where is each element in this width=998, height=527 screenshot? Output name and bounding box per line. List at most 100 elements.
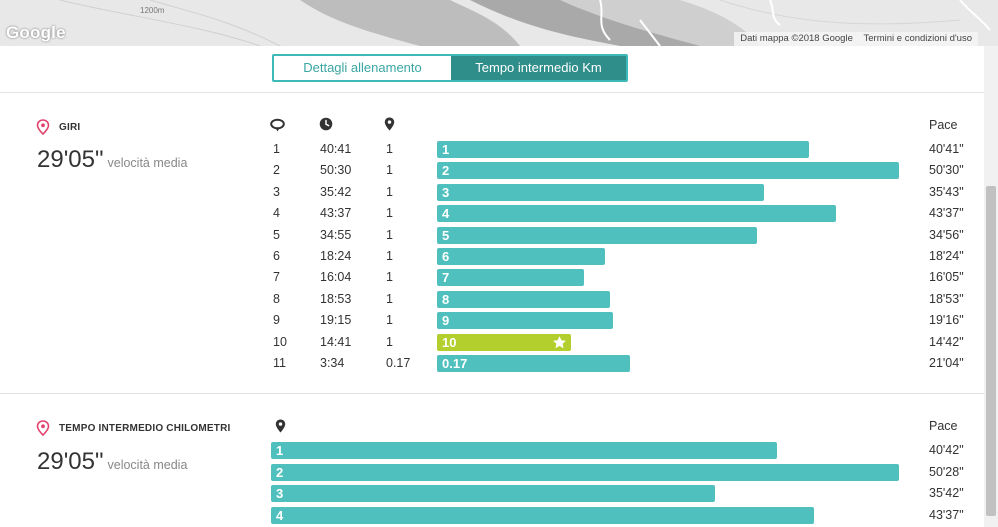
pace-bar: 8 <box>437 290 610 308</box>
km-splits-average: 29'05" velocità media <box>37 448 187 476</box>
lap-time: 40:41 <box>320 142 352 156</box>
table-row: 4 43'37" <box>0 505 984 526</box>
pace-bar: 7 <box>437 269 584 287</box>
lap-pace: 16'05" <box>929 270 964 285</box>
km-pace: 50'28" <box>929 464 964 479</box>
pace-bar: 10 <box>437 333 571 351</box>
table-row: 8 18:53 1 8 18'53" <box>0 289 984 310</box>
pace-bar: 4 <box>437 205 836 223</box>
table-row: 6 18:24 1 6 18'24" <box>0 246 984 267</box>
lap-number: 4 <box>273 206 280 221</box>
pace-bar: 3 <box>437 183 764 201</box>
lap-pace: 18'24" <box>929 249 964 263</box>
pace-bar: 0.17 <box>437 355 630 372</box>
table-row: 1 40'42" <box>0 440 984 461</box>
google-logo: Google <box>6 23 66 42</box>
pace-bar-label: 1 <box>442 142 450 157</box>
pace-bar-label: 4 <box>276 507 284 523</box>
pace-bar-label: 3 <box>276 486 284 501</box>
lap-time: 50:30 <box>320 163 352 178</box>
lap-time: 3:34 <box>320 356 345 370</box>
laps-average: 29'05" velocità media <box>37 146 187 174</box>
lap-distance: 1 <box>386 270 393 285</box>
lap-time: 18:24 <box>320 249 352 263</box>
table-row: 3 35'42" <box>0 483 984 504</box>
clock-icon <box>319 117 333 131</box>
lap-pace: 21'04" <box>929 356 964 370</box>
lap-time: 18:53 <box>320 291 352 306</box>
lap-number: 11 <box>273 356 286 370</box>
page-scrollbar[interactable] <box>984 46 998 527</box>
lap-time: 16:04 <box>320 270 352 285</box>
km-pace: 35'42" <box>929 486 964 500</box>
pace-bar: 6 <box>437 248 605 265</box>
scrollbar-thumb[interactable] <box>986 186 996 516</box>
pace-bar: 2 <box>271 463 899 481</box>
laps-header: GIRI <box>36 119 80 135</box>
lap-pace: 50'30" <box>929 163 964 178</box>
km-pace: 43'37" <box>929 507 964 522</box>
map-attribution: Dati mappa ©2018 Google Termini e condiz… <box>734 32 978 46</box>
table-row: 7 16:04 1 7 16'05" <box>0 267 984 288</box>
tab-km-splits[interactable]: Tempo intermedio Km <box>451 56 626 80</box>
lap-pace: 34'56" <box>929 227 964 242</box>
average-pace-label: velocità media <box>107 458 188 472</box>
pace-bar: 2 <box>437 162 899 180</box>
pace-bar-label: 2 <box>276 464 284 480</box>
average-pace-value: 29'05" <box>37 146 104 173</box>
pace-bar-label: 6 <box>442 249 450 264</box>
pace-bar: 1 <box>271 442 777 459</box>
lap-number: 1 <box>273 142 280 156</box>
km-splits-title: TEMPO INTERMEDIO CHILOMETRI <box>59 422 231 434</box>
location-pin-icon <box>36 119 50 135</box>
pace-bar: 9 <box>437 312 613 330</box>
km-splits-header: TEMPO INTERMEDIO CHILOMETRI <box>36 420 231 436</box>
lap-number: 7 <box>273 270 280 285</box>
best-lap-star-icon <box>552 335 567 350</box>
pace-bar-label: 9 <box>442 313 450 329</box>
lap-time: 35:42 <box>320 184 352 199</box>
table-row: 4 43:37 1 4 43'37" <box>0 203 984 224</box>
map-terrain <box>0 0 998 46</box>
map-altitude-label: 1200m <box>140 6 165 15</box>
lap-number: 8 <box>273 291 280 306</box>
pace-bar-label: 3 <box>442 184 450 200</box>
divider <box>0 393 984 394</box>
lap-pace: 18'53" <box>929 291 964 306</box>
lap-pace: 35'43" <box>929 184 964 199</box>
average-pace-value: 29'05" <box>37 448 104 475</box>
table-row: 2 50'28" <box>0 462 984 483</box>
lap-number: 2 <box>273 163 280 178</box>
lap-distance: 1 <box>386 163 393 178</box>
table-row: 2 50:30 1 2 50'30" <box>0 160 984 181</box>
pace-bar: 1 <box>437 141 809 158</box>
table-row: 5 34:55 1 5 34'56" <box>0 225 984 246</box>
lap-pace: 40'41" <box>929 142 964 156</box>
lap-distance: 1 <box>386 227 393 242</box>
tab-workout-details[interactable]: Dettagli allenamento <box>274 56 451 80</box>
lap-time: 43:37 <box>320 206 352 221</box>
lap-number: 6 <box>273 249 280 263</box>
lap-distance: 1 <box>386 184 393 199</box>
divider <box>0 92 984 93</box>
table-row: 3 35:42 1 3 35'43" <box>0 182 984 203</box>
table-row: 10 14:41 1 10 14'42" <box>0 332 984 353</box>
pace-bar-label: 10 <box>442 334 457 350</box>
laps-title: GIRI <box>59 121 81 133</box>
pace-bar-label: 5 <box>442 227 450 243</box>
table-row: 9 19:15 1 9 19'16" <box>0 310 984 331</box>
lap-pace: 14'42" <box>929 334 964 349</box>
km-pace: 40'42" <box>929 443 964 457</box>
map-terms-link[interactable]: Termini e condizioni d'uso <box>863 33 972 44</box>
lap-time: 14:41 <box>320 334 352 349</box>
lap-distance: 1 <box>386 249 393 263</box>
lap-distance: 1 <box>386 206 393 221</box>
pace-column-header: Pace <box>929 419 958 433</box>
pace-bar: 3 <box>271 485 715 502</box>
map-view[interactable]: 1200m Google Dati mappa ©2018 Google Ter… <box>0 0 998 46</box>
lap-time: 19:15 <box>320 313 352 328</box>
table-row: 1 40:41 1 1 40'41" <box>0 139 984 160</box>
lap-distance: 1 <box>386 313 393 328</box>
lap-icon <box>270 118 285 132</box>
view-tabs: Dettagli allenamento Tempo intermedio Km <box>272 54 628 82</box>
